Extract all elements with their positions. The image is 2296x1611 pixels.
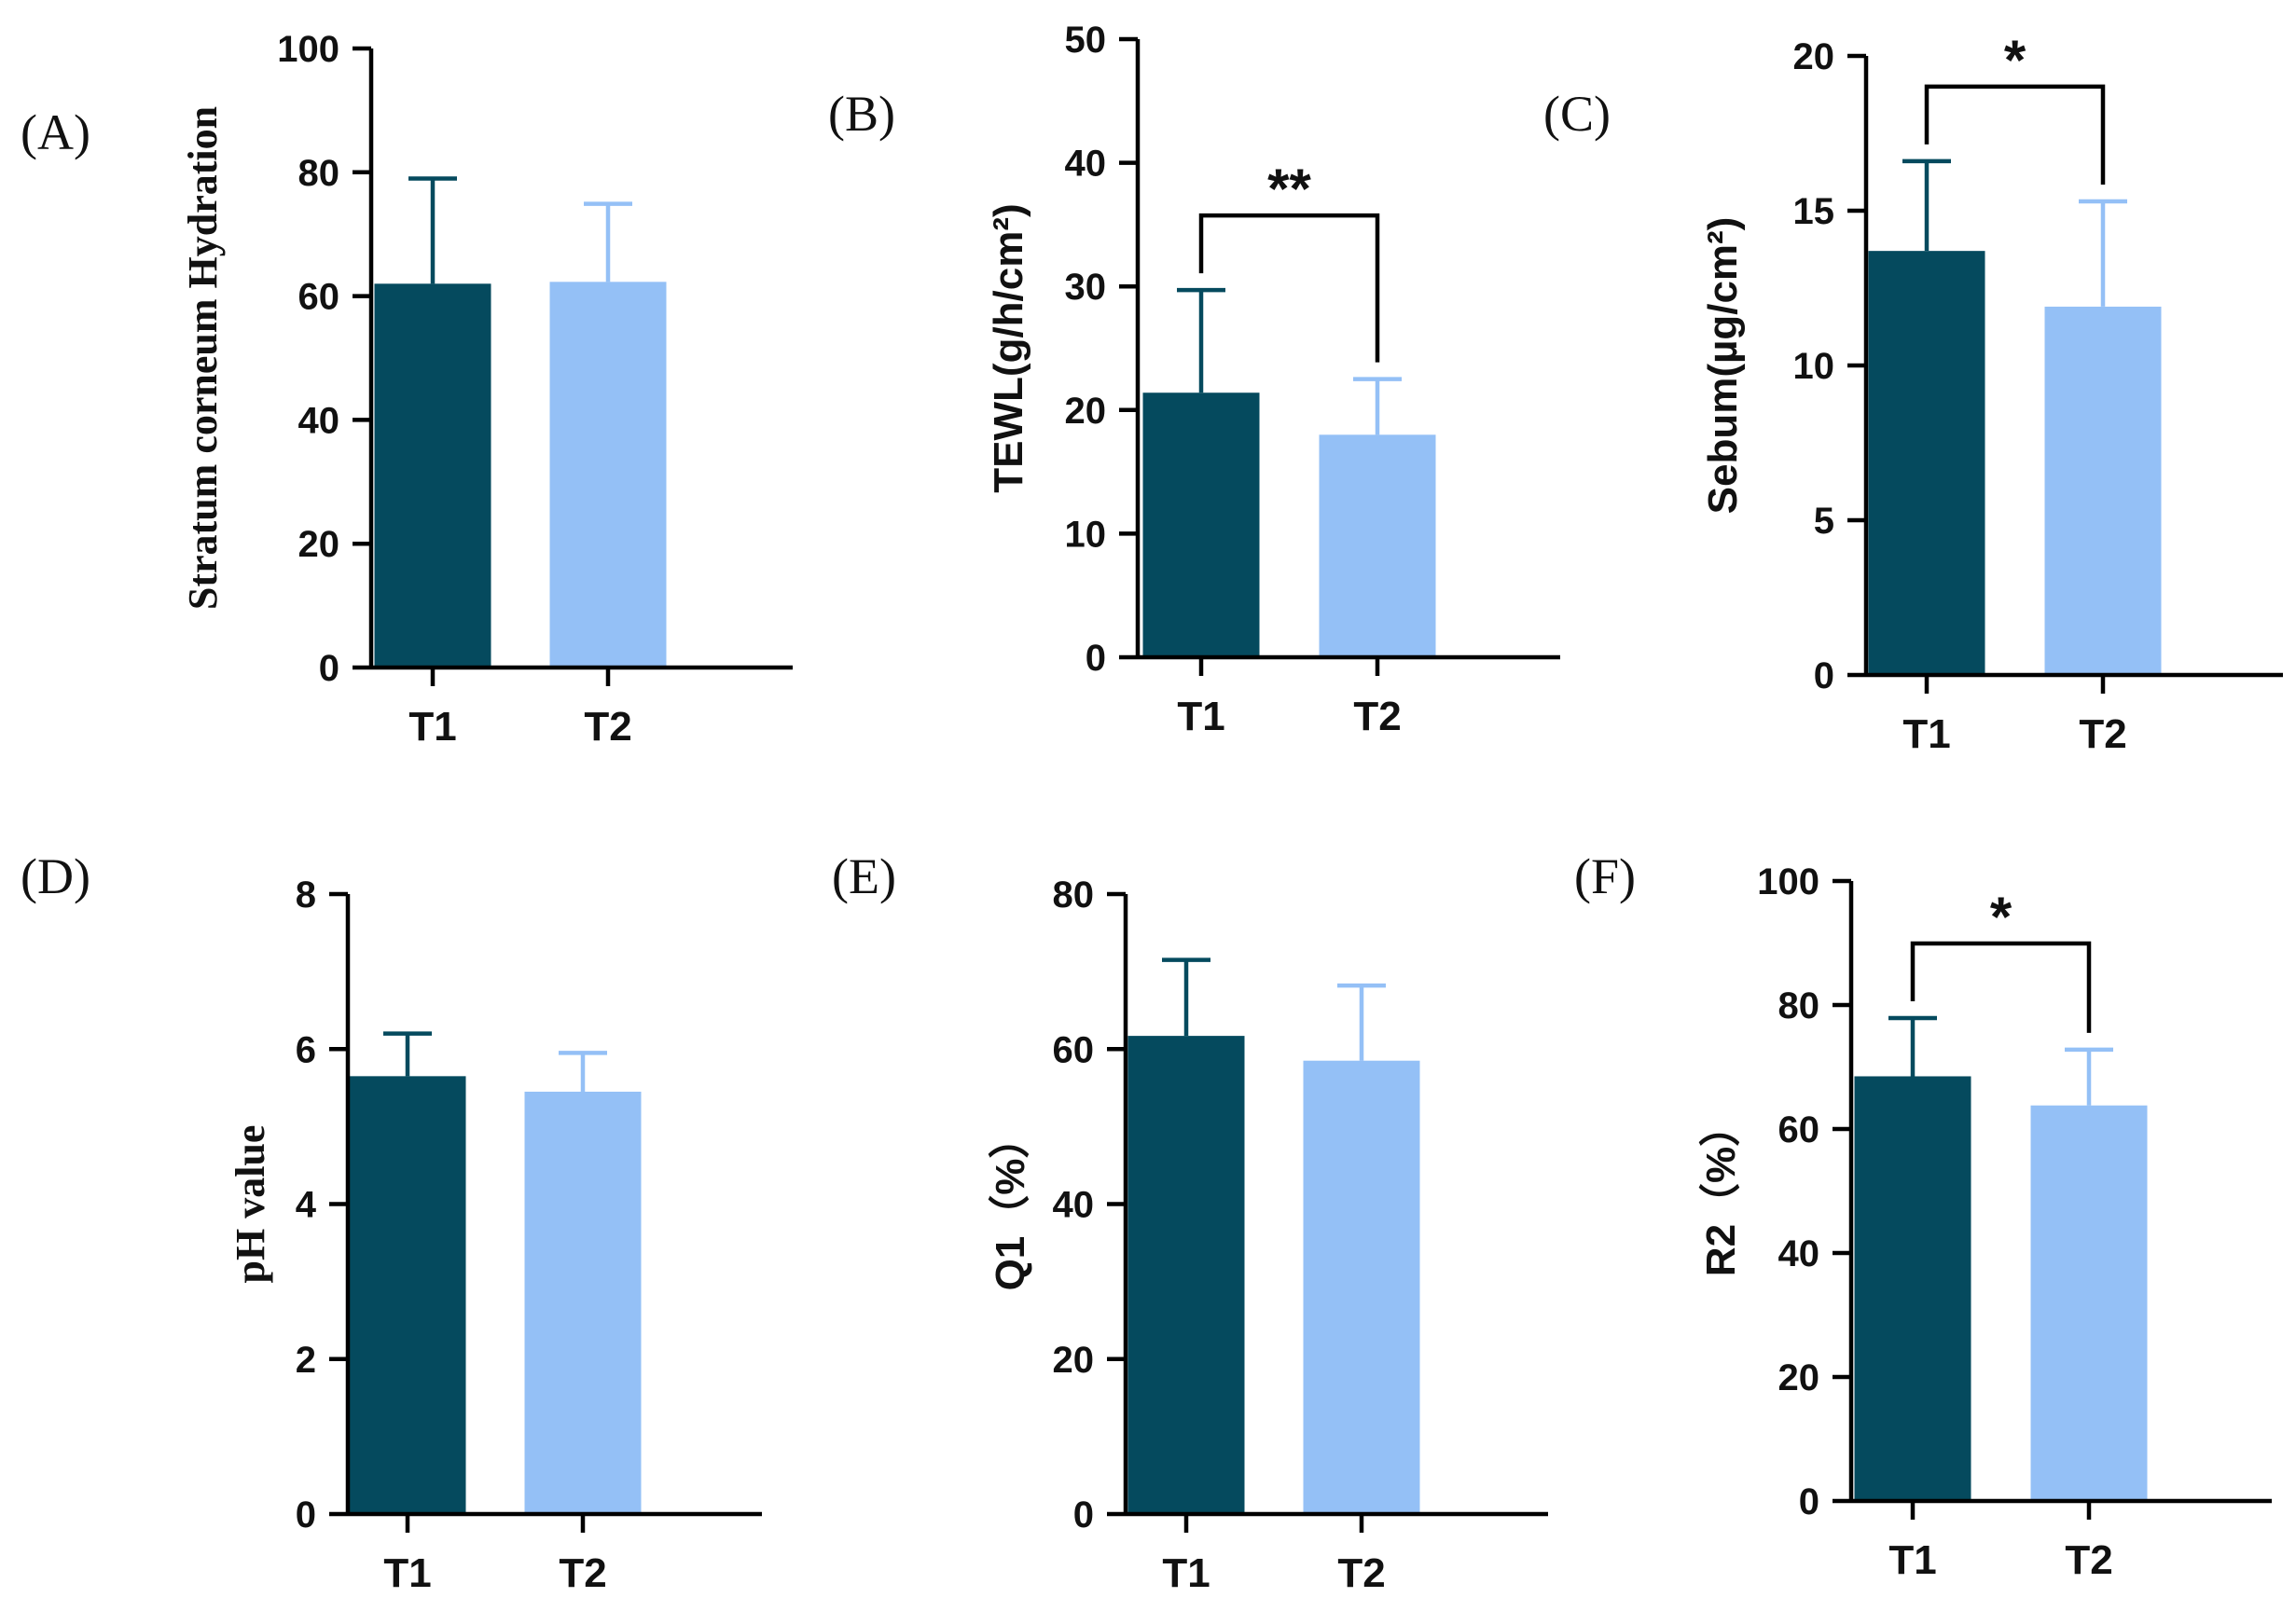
significance-bracket: [1924, 84, 2106, 186]
y-tick-label: 40: [1778, 1233, 1820, 1274]
bar-t2: [2044, 306, 2162, 675]
x-tick-label: T2: [2079, 711, 2126, 757]
y-axis-label: pH value: [228, 1125, 273, 1284]
y-axis-label: R2（%）: [1698, 1106, 1744, 1276]
chart-panel-c: (C) Sebum(µg/cm²) T1 T2 0 5 10 15 20 *: [1543, 29, 2283, 757]
y-tick-label: 40: [298, 400, 340, 441]
bar-t1: [1127, 1036, 1245, 1514]
x-tick-label: T1: [408, 704, 456, 750]
chart-panel-d: (D) pH value T1 T2 0 2 4 6 8: [21, 848, 762, 1596]
x-tick-label: T2: [584, 704, 631, 750]
significance-bracket: [1198, 213, 1380, 363]
y-tick-label: 8: [296, 874, 316, 916]
significance-marker: *: [1990, 886, 2012, 948]
y-tick-label: 0: [296, 1494, 316, 1535]
y-tick-label: 0: [1073, 1494, 1094, 1535]
bar-t2: [1303, 1060, 1420, 1514]
chart-panel-e: (E) Q1（%） T1 T2 0 20 40 60 80: [832, 848, 1548, 1596]
y-tick-label: 20: [1053, 1340, 1095, 1381]
panel-label: (C): [1543, 86, 1611, 142]
y-tick-label: 15: [1793, 191, 1835, 232]
bar-t2: [1319, 434, 1436, 657]
panel-label: (F): [1574, 848, 1636, 904]
y-tick-label: 20: [1778, 1357, 1820, 1398]
y-tick-label: 6: [296, 1029, 316, 1070]
x-tick-label: T2: [1337, 1550, 1385, 1596]
y-tick-label: 60: [1778, 1109, 1820, 1150]
y-tick-label: 80: [1778, 985, 1820, 1026]
panel-label: (A): [21, 104, 90, 160]
y-tick-label: 0: [1086, 638, 1106, 679]
y-tick-label: 5: [1814, 501, 1834, 542]
y-tick-label: 50: [1065, 20, 1107, 61]
x-tick-label: T1: [383, 1550, 431, 1596]
y-tick-label: 40: [1065, 144, 1107, 185]
panel-label: (B): [828, 86, 895, 142]
y-tick-label: 60: [1053, 1029, 1095, 1070]
significance-marker: **: [1267, 158, 1311, 220]
y-axis-label: Stratum corneum Hydration: [180, 106, 226, 610]
y-axis-label: Q1（%）: [988, 1118, 1033, 1291]
panel-label: (E): [832, 848, 896, 904]
y-tick-label: 20: [298, 524, 340, 565]
y-axis-label: Sebum(µg/cm²): [1700, 217, 1746, 515]
bar-t1: [374, 283, 491, 668]
bar-t2: [2030, 1105, 2148, 1501]
x-tick-label: T2: [1353, 694, 1401, 739]
y-tick-label: 4: [296, 1185, 317, 1226]
y-axis-label: TEWL(g/h/cm²): [986, 203, 1031, 492]
x-tick-label: T1: [1902, 711, 1950, 757]
y-tick-label: 100: [277, 29, 339, 70]
y-tick-label: 100: [1757, 861, 1819, 902]
x-tick-label: T1: [1162, 1550, 1210, 1596]
y-tick-label: 20: [1793, 36, 1835, 77]
chart-panel-b: (B) TEWL(g/h/cm²) T1 T2 0 10 20 30 40 50 **: [828, 20, 1560, 739]
x-tick-label: T1: [1888, 1537, 1936, 1583]
bar-t2: [524, 1091, 642, 1514]
y-tick-label: 0: [1799, 1481, 1819, 1522]
bar-t1: [1142, 392, 1260, 657]
chart-panel-f: (F) R2（%） T1 T2 0 20 40 60 80 100 *: [1574, 848, 2272, 1583]
significance-bracket: [1910, 941, 2092, 1033]
x-tick-label: T2: [2065, 1537, 2112, 1583]
y-tick-label: 20: [1065, 391, 1107, 432]
y-tick-label: 10: [1065, 514, 1107, 555]
y-tick-label: 40: [1053, 1185, 1095, 1226]
y-tick-label: 10: [1793, 346, 1835, 387]
bar-t2: [549, 282, 667, 668]
y-tick-label: 0: [319, 648, 339, 689]
y-tick-label: 2: [296, 1340, 316, 1381]
chart-panel-a: (A) Stratum corneum Hydration T1 T2 0 20 40 60 8…: [21, 29, 793, 750]
x-tick-label: T2: [559, 1550, 606, 1596]
y-tick-label: 60: [298, 277, 340, 318]
y-tick-label: 0: [1814, 655, 1834, 696]
bar-t1: [1854, 1076, 1971, 1501]
significance-marker: *: [2004, 29, 2026, 91]
bar-t1: [349, 1076, 466, 1514]
y-tick-label: 30: [1065, 267, 1107, 308]
y-tick-label: 80: [298, 153, 340, 194]
x-tick-label: T1: [1177, 694, 1224, 739]
panel-label: (D): [21, 848, 90, 904]
y-tick-label: 80: [1053, 874, 1095, 916]
bar-t1: [1868, 251, 1985, 675]
